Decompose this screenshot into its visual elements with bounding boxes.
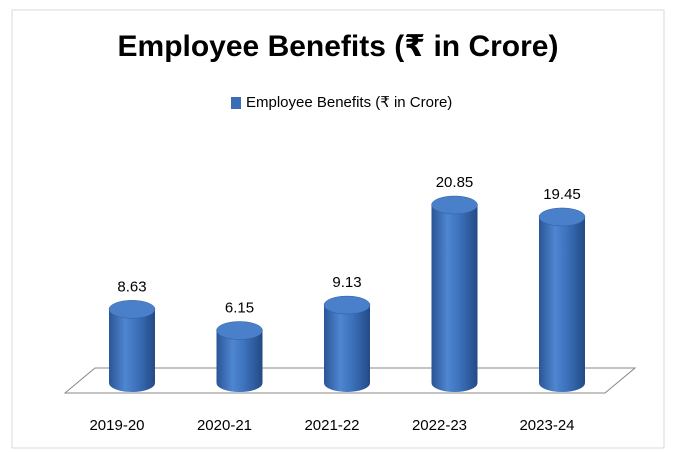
chart-title: Employee Benefits (₹ in Crore): [118, 30, 559, 63]
x-tick-label: 2022-23: [412, 417, 467, 434]
bar-body: [539, 216, 585, 392]
x-tick-label: 2020-21: [197, 417, 252, 434]
data-label: 20.85: [436, 174, 474, 191]
x-tick-label: 2019-20: [89, 417, 144, 434]
bar-body: [431, 205, 478, 392]
bar-body: [324, 305, 370, 392]
bar-top: [431, 195, 478, 215]
x-tick-label: 2023-24: [519, 417, 574, 434]
bar-top: [538, 207, 586, 227]
data-label: 6.15: [225, 299, 254, 316]
bar-top: [216, 321, 263, 340]
bar: [538, 207, 586, 392]
bar: [431, 195, 478, 392]
x-tick-label: 2021-22: [304, 417, 359, 434]
bar: [108, 300, 156, 392]
legend-swatch: [231, 97, 241, 109]
bar-body: [216, 330, 263, 392]
bar: [323, 295, 371, 392]
bar-top: [323, 295, 371, 315]
data-label: 8.63: [117, 278, 146, 295]
legend-label: Employee Benefits (₹ in Crore): [246, 94, 452, 111]
bar: [216, 321, 263, 392]
bar-top: [108, 300, 156, 319]
data-label: 9.13: [332, 274, 361, 291]
bar-body: [109, 309, 155, 392]
data-label: 19.45: [543, 186, 581, 203]
